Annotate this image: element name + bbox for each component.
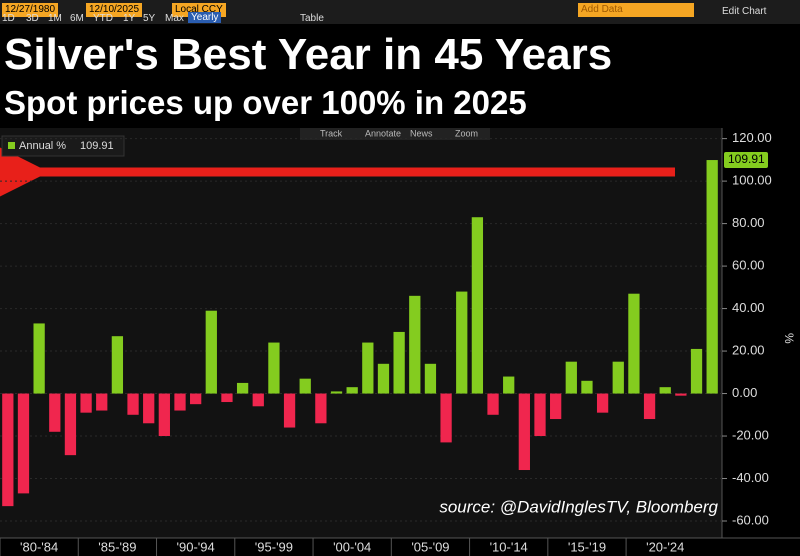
toolbar: 12/27/1980 12/10/2025 Local CCY Add Data… bbox=[0, 0, 800, 24]
bar bbox=[706, 160, 718, 394]
x-tick-label: '05-'09 bbox=[411, 539, 449, 554]
bar bbox=[675, 393, 687, 396]
legend bbox=[1, 135, 125, 157]
bar bbox=[283, 393, 296, 428]
bar bbox=[393, 331, 405, 394]
bar bbox=[424, 363, 437, 394]
last-value-tag bbox=[724, 152, 768, 169]
range-button[interactable]: 3D bbox=[26, 13, 39, 24]
add-data[interactable]: Add Data bbox=[578, 3, 694, 17]
bar bbox=[2, 393, 14, 507]
bar bbox=[330, 391, 343, 394]
bar bbox=[236, 382, 249, 394]
bar bbox=[690, 348, 703, 394]
chart-tool[interactable]: News bbox=[410, 128, 433, 138]
last-value-label: 109.91 bbox=[728, 152, 765, 166]
x-tick-label: '15-'19 bbox=[568, 539, 606, 554]
table-button[interactable]: Table bbox=[300, 13, 324, 24]
bar bbox=[268, 342, 280, 394]
legend-swatch bbox=[8, 142, 15, 149]
bar bbox=[64, 393, 77, 456]
bar bbox=[565, 361, 577, 394]
chart-tool[interactable]: Track bbox=[320, 128, 343, 138]
bar bbox=[581, 380, 593, 394]
bar bbox=[596, 393, 609, 413]
y-tick-label: 20.00 bbox=[732, 342, 765, 357]
bar bbox=[205, 310, 217, 394]
bar bbox=[174, 393, 186, 411]
chart-tools-bar bbox=[300, 128, 490, 140]
bar bbox=[534, 393, 546, 437]
x-tick-label: '20-'24 bbox=[646, 539, 684, 554]
bar bbox=[33, 323, 45, 394]
bar bbox=[487, 393, 499, 415]
chart: Track Annotate News Zoom -60.00 -40.00 -20.00 0… bbox=[0, 128, 800, 556]
range-button[interactable]: Max bbox=[165, 13, 184, 24]
plot-area bbox=[0, 128, 722, 538]
title: Silver's Best Year in 45 Years bbox=[4, 30, 613, 79]
bar bbox=[643, 393, 656, 420]
range-button[interactable]: 1D bbox=[2, 13, 15, 24]
edit-chart[interactable]: Edit Chart bbox=[722, 6, 767, 17]
x-tick-label: '95-'99 bbox=[255, 539, 293, 554]
start-date[interactable]: 12/27/1980 bbox=[2, 3, 59, 17]
bar bbox=[158, 393, 170, 437]
bar bbox=[17, 393, 30, 494]
legend-value: 109.91 bbox=[80, 140, 114, 152]
subtitle: Spot prices up over 100% in 2025 bbox=[4, 84, 527, 121]
y-tick-label: -20.00 bbox=[732, 427, 769, 442]
end-date[interactable]: 12/10/2025 bbox=[86, 3, 143, 17]
bar bbox=[362, 342, 374, 394]
range-button[interactable]: 6M bbox=[70, 13, 84, 24]
range-button[interactable]: 1M bbox=[48, 13, 62, 24]
y-axis-label: % bbox=[782, 333, 796, 344]
y-tick-label: 100.00 bbox=[732, 173, 772, 188]
y-tick-label: 40.00 bbox=[732, 300, 765, 315]
range-button[interactable]: 5Y bbox=[143, 13, 156, 24]
bar bbox=[96, 393, 108, 411]
y-tick-label: 80.00 bbox=[732, 215, 765, 230]
x-tick-label: '90-'94 bbox=[177, 539, 215, 554]
bar bbox=[346, 387, 358, 394]
y-tick-label: 60.00 bbox=[732, 258, 765, 273]
bar bbox=[80, 393, 92, 413]
bar bbox=[377, 363, 390, 394]
x-tick-label: '85-'89 bbox=[98, 539, 136, 554]
y-tick-label: 120.00 bbox=[732, 130, 772, 145]
bar bbox=[143, 393, 155, 424]
bar bbox=[612, 361, 624, 394]
bar bbox=[190, 393, 202, 405]
period-select[interactable]: Yearly bbox=[188, 12, 222, 23]
bar bbox=[659, 387, 671, 394]
bar bbox=[315, 393, 327, 424]
bar bbox=[440, 393, 452, 443]
bar bbox=[471, 217, 484, 394]
bar bbox=[299, 378, 311, 394]
bar bbox=[49, 393, 61, 432]
bar bbox=[550, 393, 562, 420]
x-tick-label: '00-'04 bbox=[333, 539, 371, 554]
range-button[interactable]: YTD bbox=[93, 13, 113, 24]
legend-label: Annual % bbox=[19, 140, 66, 152]
bar bbox=[252, 393, 264, 407]
y-tick-label: -40.00 bbox=[732, 470, 769, 485]
range-button[interactable]: 1Y bbox=[123, 13, 136, 24]
y-tick-label: 0.00 bbox=[732, 385, 757, 400]
source: source: @DavidInglesTV, Bloomberg bbox=[439, 497, 718, 516]
bar bbox=[628, 293, 640, 394]
y-tick-label: -60.00 bbox=[732, 512, 769, 527]
x-tick-label: '80-'84 bbox=[20, 539, 58, 554]
bar bbox=[518, 393, 530, 471]
bar bbox=[503, 376, 515, 394]
bar bbox=[111, 336, 124, 394]
chart-tool[interactable]: Zoom bbox=[455, 128, 478, 138]
bar bbox=[221, 393, 233, 403]
x-tick-label: '10-'14 bbox=[490, 539, 528, 554]
bar bbox=[456, 291, 468, 394]
bar bbox=[409, 295, 421, 394]
bar bbox=[127, 393, 139, 415]
chart-tool[interactable]: Annotate bbox=[365, 128, 401, 138]
